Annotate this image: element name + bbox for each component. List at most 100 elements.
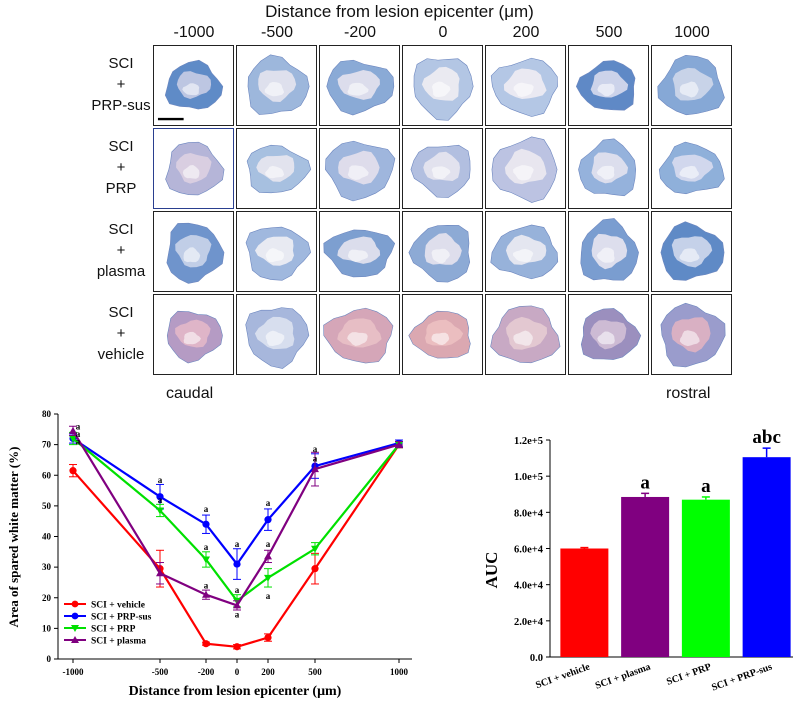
data-point bbox=[264, 633, 272, 642]
micrograph-cell bbox=[651, 211, 732, 292]
legend-marker bbox=[71, 625, 79, 632]
data-point bbox=[69, 467, 77, 475]
significance-label: a bbox=[158, 475, 163, 485]
micrograph-cell bbox=[402, 211, 483, 292]
tissue-cavity bbox=[513, 82, 534, 98]
line-chart: 0 10 20 30 40 50 60 70 80 -1000 -500 -200 0 200 500 100… bbox=[6, 409, 412, 699]
tissue-cavity bbox=[597, 83, 615, 97]
tissue-cavity bbox=[431, 248, 450, 264]
micrograph-cell bbox=[485, 128, 566, 209]
column-label: 200 bbox=[512, 24, 540, 41]
data-point bbox=[156, 493, 164, 501]
spinal-cord-section bbox=[245, 307, 310, 369]
micrograph-cell bbox=[485, 211, 566, 292]
spinal-cord-section bbox=[326, 59, 395, 116]
x-tick-label: -200 bbox=[198, 667, 215, 677]
tissue-cavity bbox=[596, 165, 615, 180]
tissue-cavity bbox=[679, 165, 699, 179]
micrograph-cell bbox=[236, 211, 317, 292]
row-label: SCI + PRP-sus bbox=[88, 53, 154, 116]
row-label-line: + bbox=[116, 325, 126, 342]
significance-label: abc bbox=[752, 427, 781, 448]
micrograph-cell bbox=[319, 128, 400, 209]
data-point bbox=[233, 643, 241, 651]
tissue-lesion bbox=[337, 236, 381, 264]
bar bbox=[681, 499, 730, 657]
legend-label: SCI + vehicle bbox=[91, 601, 145, 611]
micrograph-cell bbox=[651, 45, 732, 126]
column-label: 1000 bbox=[674, 24, 710, 41]
significance-label: a bbox=[235, 539, 240, 549]
row-label-line: SCI bbox=[108, 55, 134, 72]
data-point bbox=[311, 545, 319, 553]
legend-marker bbox=[71, 636, 79, 643]
spinal-cord-section bbox=[157, 59, 224, 121]
y-tick-label: 1.0e+5 bbox=[514, 472, 543, 483]
column-label: 500 bbox=[595, 24, 623, 41]
micrograph-cell bbox=[153, 128, 234, 209]
legend-label: SCI + PRP-sus bbox=[91, 613, 152, 623]
tissue-cavity bbox=[347, 249, 369, 263]
data-point bbox=[202, 520, 210, 528]
column-label: 0 bbox=[438, 24, 448, 41]
x-tick-label: 1000 bbox=[390, 667, 409, 677]
tissue-cavity bbox=[513, 165, 534, 181]
y-tick-label: 2.0e+4 bbox=[514, 617, 544, 628]
significance-label: a bbox=[266, 591, 271, 601]
y-tick-label: 0.0 bbox=[530, 653, 543, 664]
micrograph-cell bbox=[319, 294, 400, 375]
tissue-cavity bbox=[679, 248, 700, 263]
bar-chart: 0.0 2.0e+4 4.0e+4 6.0e+4 8.0e+4 1.0e+5 1.2e+5 A… bbox=[482, 427, 793, 694]
y-tick-label: 0 bbox=[47, 654, 52, 664]
significance-label: a bbox=[266, 498, 271, 508]
y-tick-label: 80 bbox=[42, 409, 52, 419]
tissue-cavity bbox=[596, 247, 615, 263]
data-point bbox=[264, 516, 272, 524]
y-tick-label: 70 bbox=[42, 440, 52, 450]
row-label-line: plasma bbox=[96, 263, 146, 280]
y-tick-label: 60 bbox=[42, 470, 52, 480]
tissue-cavity bbox=[597, 331, 615, 345]
data-point bbox=[395, 440, 403, 448]
spinal-cord-section bbox=[491, 136, 558, 203]
row-label-line: + bbox=[116, 76, 126, 93]
tissue-cavity bbox=[513, 248, 534, 263]
tissue-cavity bbox=[182, 83, 200, 96]
significance-label: a bbox=[313, 444, 318, 454]
micrograph-cell bbox=[568, 211, 649, 292]
data-point bbox=[156, 569, 164, 577]
x-tick-label: SCI + vehicle bbox=[534, 661, 592, 691]
micrograph-cell bbox=[568, 128, 649, 209]
y-axis-title: AUC bbox=[482, 552, 501, 589]
micrograph-title: Distance from lesion epicenter (μm) bbox=[265, 2, 534, 21]
bar bbox=[560, 548, 609, 657]
x-tick-label: SCI + plasma bbox=[594, 661, 652, 691]
significance-label: a bbox=[158, 495, 163, 505]
significance-label: a bbox=[76, 429, 81, 439]
significance-label: a bbox=[266, 539, 271, 549]
row-label-line: + bbox=[116, 242, 126, 259]
caudal-label: caudal bbox=[166, 385, 214, 402]
spinal-cord-section bbox=[580, 218, 639, 281]
significance-label: a bbox=[204, 504, 209, 514]
significance-label: a bbox=[313, 453, 318, 463]
data-point bbox=[264, 574, 272, 582]
significance-label: a bbox=[204, 542, 209, 552]
data-point bbox=[69, 426, 77, 434]
micrograph-cell bbox=[236, 294, 317, 375]
spinal-cord-section bbox=[660, 221, 725, 281]
y-axis-title: Area of spared white matter (%) bbox=[6, 447, 21, 628]
x-axis-title: Distance from lesion epicenter (μm) bbox=[129, 684, 342, 699]
spinal-cord-section bbox=[410, 144, 471, 198]
bar bbox=[621, 496, 670, 657]
y-tick-label: 40 bbox=[42, 532, 52, 542]
micrograph-cell bbox=[651, 294, 732, 375]
micrograph-cell bbox=[651, 128, 732, 209]
data-point bbox=[264, 552, 272, 560]
row-label: SCI + PRP bbox=[88, 136, 154, 199]
row-label-line: PRP bbox=[105, 180, 137, 197]
y-tick-label: 6.0e+4 bbox=[514, 545, 544, 556]
row-label-line: + bbox=[116, 159, 126, 176]
significance-label: a bbox=[640, 472, 650, 493]
significance-label: a bbox=[76, 421, 81, 431]
